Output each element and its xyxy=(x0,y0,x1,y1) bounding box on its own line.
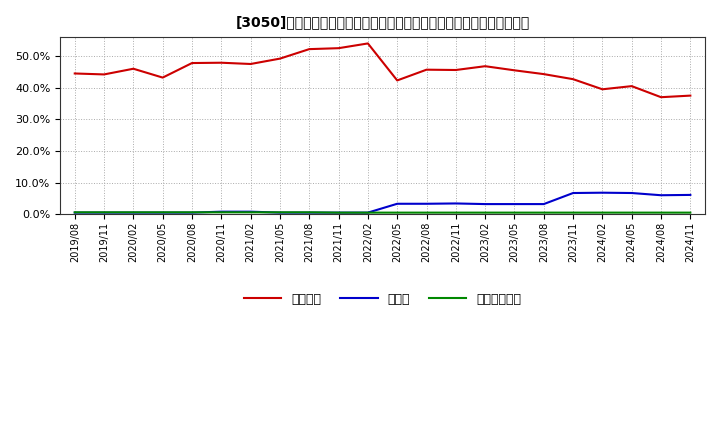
自己資本 xyxy=(451,67,460,73)
のれん xyxy=(305,210,314,215)
繰延税金資産 xyxy=(276,210,284,215)
繰延税金資産 xyxy=(188,210,197,215)
のれん xyxy=(686,192,695,198)
のれん xyxy=(188,210,197,215)
自己資本 xyxy=(276,56,284,61)
自己資本 xyxy=(422,67,431,72)
繰延税金資産 xyxy=(334,210,343,215)
のれん xyxy=(451,201,460,206)
繰延税金資産 xyxy=(100,210,109,215)
繰延税金資産 xyxy=(393,210,402,215)
繰延税金資産 xyxy=(510,210,519,215)
自己資本 xyxy=(481,63,490,69)
自己資本 xyxy=(686,93,695,98)
繰延税金資産 xyxy=(598,210,607,215)
のれん xyxy=(217,209,225,214)
繰延税金資産 xyxy=(129,210,138,215)
繰延税金資産 xyxy=(657,210,665,215)
のれん xyxy=(129,210,138,215)
のれん xyxy=(158,210,167,215)
のれん xyxy=(481,202,490,207)
自己資本 xyxy=(598,87,607,92)
自己資本 xyxy=(305,47,314,52)
Legend: 自己資本, のれん, 繰延税金資産: 自己資本, のれん, 繰延税金資産 xyxy=(239,288,526,311)
自己資本 xyxy=(71,71,79,76)
Line: のれん: のれん xyxy=(75,193,690,213)
繰延税金資産 xyxy=(451,210,460,215)
のれん xyxy=(334,210,343,215)
自己資本 xyxy=(217,60,225,66)
のれん xyxy=(422,201,431,206)
繰延税金資産 xyxy=(217,210,225,215)
のれん xyxy=(510,202,519,207)
繰延税金資産 xyxy=(246,210,255,215)
繰延税金資産 xyxy=(71,210,79,215)
自己資本 xyxy=(129,66,138,71)
のれん xyxy=(569,191,577,196)
自己資本 xyxy=(100,72,109,77)
自己資本 xyxy=(539,71,548,77)
のれん xyxy=(627,191,636,196)
のれん xyxy=(657,193,665,198)
のれん xyxy=(100,210,109,215)
繰延税金資産 xyxy=(364,210,372,215)
繰延税金資産 xyxy=(539,210,548,215)
自己資本 xyxy=(334,45,343,51)
自己資本 xyxy=(569,77,577,82)
のれん xyxy=(246,209,255,214)
繰延税金資産 xyxy=(481,210,490,215)
繰延税金資産 xyxy=(569,210,577,215)
繰延税金資産 xyxy=(158,210,167,215)
のれん xyxy=(71,210,79,215)
繰延税金資産 xyxy=(305,210,314,215)
自己資本 xyxy=(246,61,255,66)
のれん xyxy=(393,201,402,206)
Line: 自己資本: 自己資本 xyxy=(75,44,690,97)
Title: [3050]　自己資本、のれん、繰延税金資産の総資産に対する比率の推移: [3050] 自己資本、のれん、繰延税金資産の総資産に対する比率の推移 xyxy=(235,15,530,29)
自己資本 xyxy=(364,41,372,46)
のれん xyxy=(598,190,607,195)
繰延税金資産 xyxy=(627,210,636,215)
自己資本 xyxy=(627,84,636,89)
繰延税金資産 xyxy=(686,210,695,215)
自己資本 xyxy=(510,68,519,73)
のれん xyxy=(539,202,548,207)
のれん xyxy=(364,210,372,215)
繰延税金資産 xyxy=(422,210,431,215)
自己資本 xyxy=(657,95,665,100)
のれん xyxy=(276,210,284,215)
自己資本 xyxy=(158,75,167,80)
自己資本 xyxy=(188,60,197,66)
自己資本 xyxy=(393,78,402,83)
